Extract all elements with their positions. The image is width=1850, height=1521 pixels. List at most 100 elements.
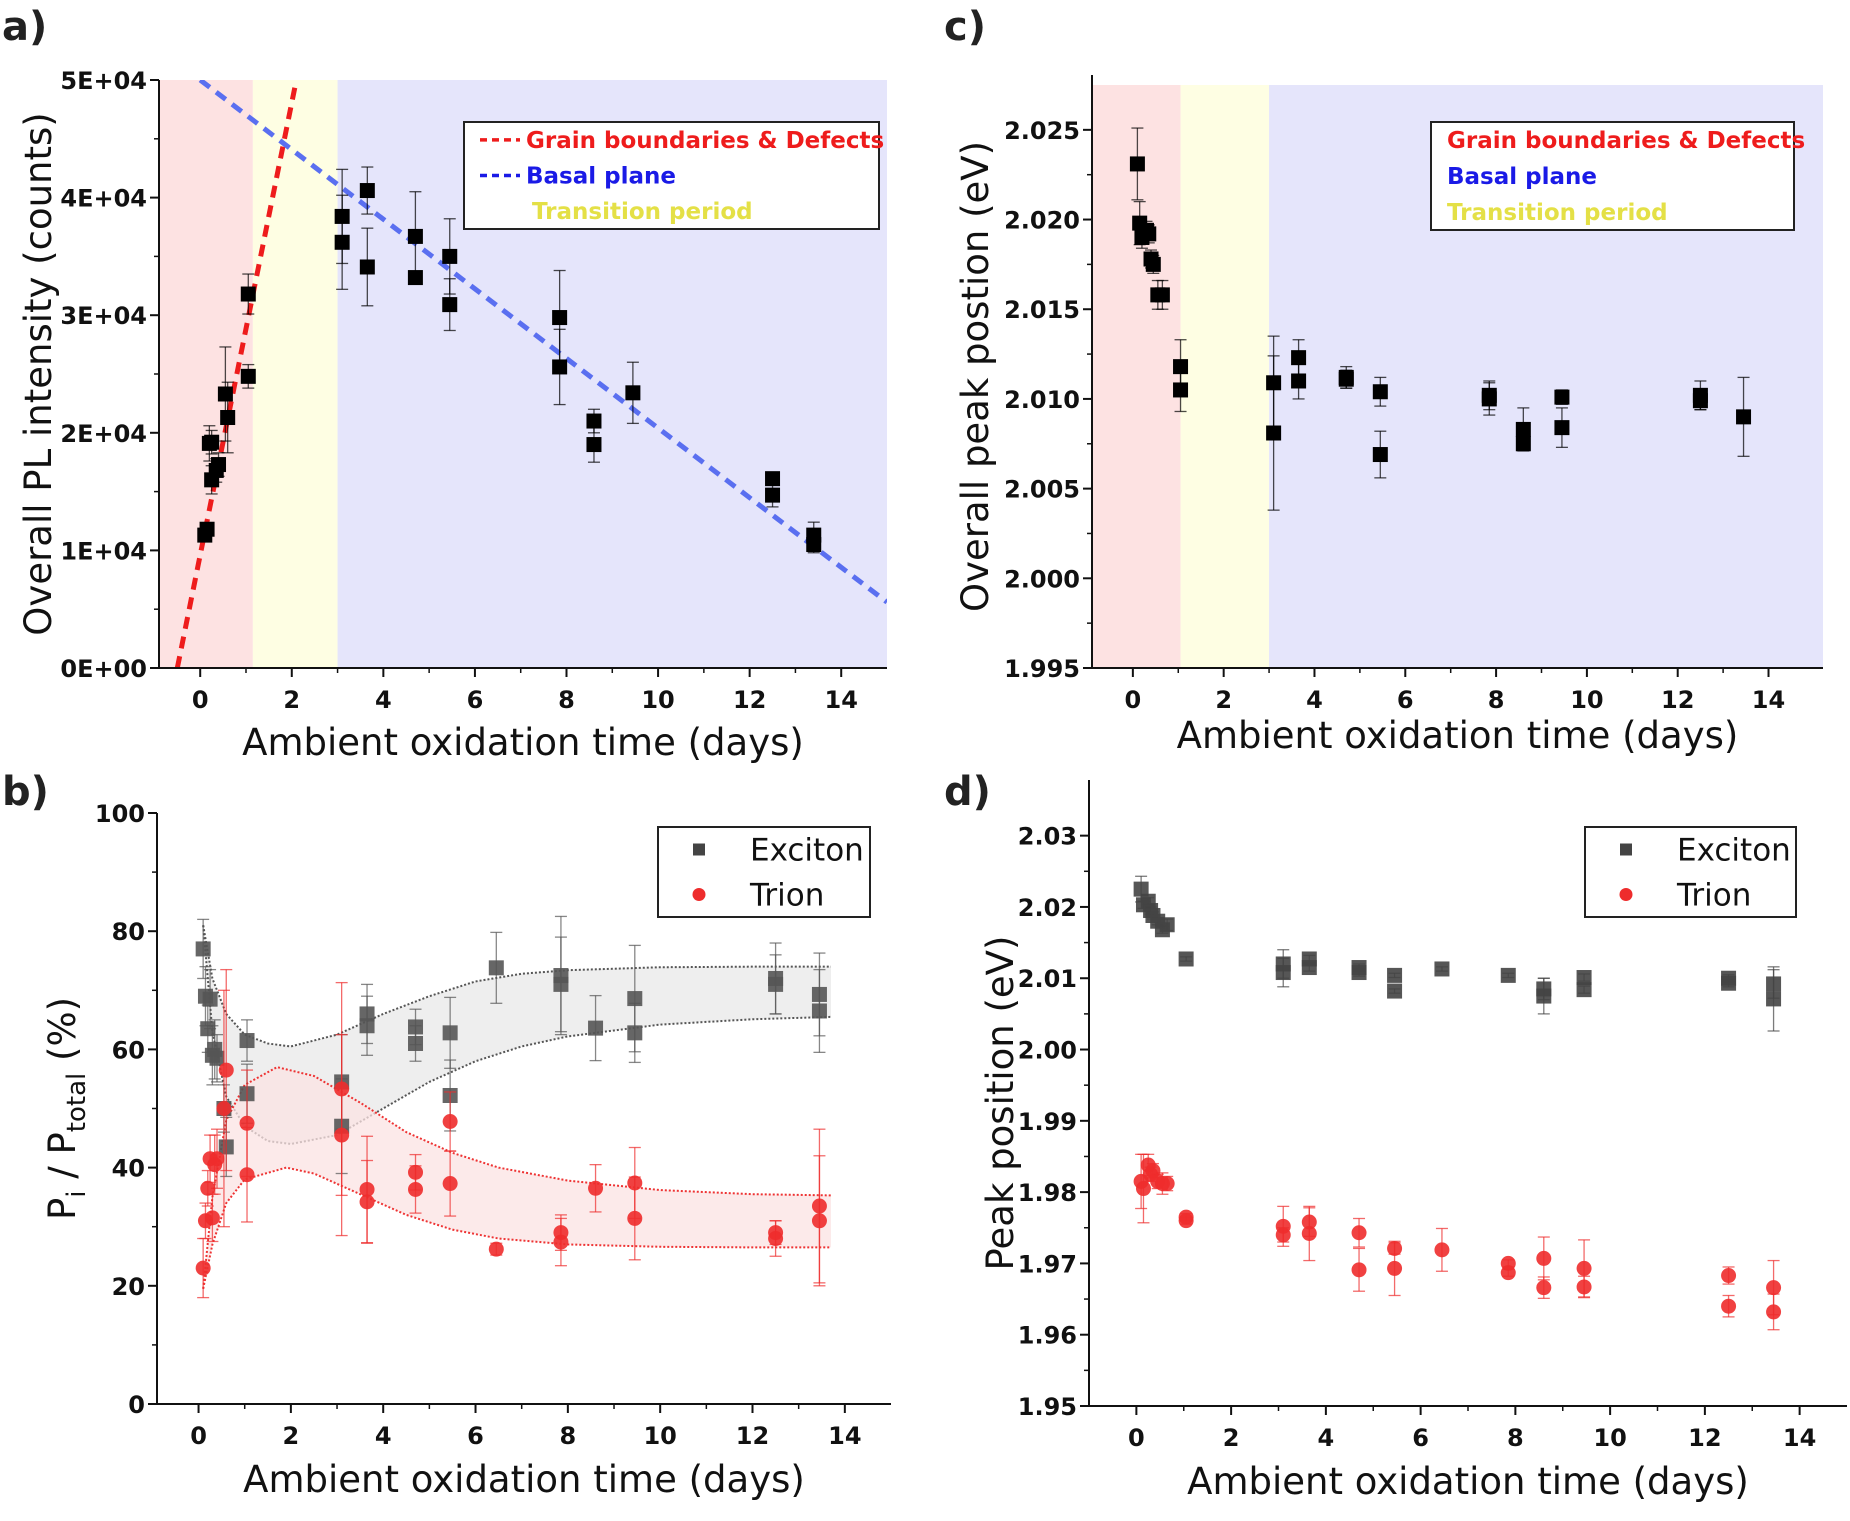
data-point [1338,371,1354,387]
x-tick-label: 0 [1125,686,1142,714]
data-point [1301,960,1317,976]
x-tick-label: 14 [1752,686,1785,714]
legend-label: Grain boundaries & Defects [1447,128,1805,154]
data-point [768,976,784,992]
data-point [552,359,568,375]
band-lower-curve [202,1166,831,1289]
data-point [588,1180,604,1196]
x-tick-label: 10 [1570,686,1603,714]
data-point [442,1025,458,1041]
data-point [240,368,256,384]
confidence-band [203,925,831,1144]
x-tick-label: 12 [733,686,766,714]
legend-box [1584,826,1797,918]
data-point [1275,965,1291,981]
data-point [1500,967,1516,983]
data-point [199,521,215,537]
y-tick-label: 2.02 [1018,894,1077,922]
y-axis-label: Peak position (eV) [979,936,1022,1271]
y-tick-label: 2.000 [1004,565,1080,593]
legend-label: Grain boundaries & Defects [526,128,884,154]
data-point [408,1181,424,1197]
data-point [1536,1280,1552,1296]
data-point [768,1231,784,1247]
data-point [209,1151,225,1167]
data-point [334,234,350,250]
x-tick-label: 10 [1593,1424,1626,1452]
data-point [1721,1268,1737,1284]
data-point [1692,393,1708,409]
y-axis-label-part: (%) [41,997,84,1073]
data-point [1576,982,1592,998]
data-point [1766,1280,1782,1296]
x-axis-label: Ambient oxidation time (days) [243,1458,805,1501]
legend-box [463,121,880,230]
data-point [408,1035,424,1051]
y-tick-label: 0E+00 [60,655,147,683]
legend: Grain boundaries & Defects Basal plane Tra… [463,121,884,230]
data-point [1178,951,1194,967]
y-tick-label: 20 [112,1273,145,1301]
band-upper-curve [202,925,831,1048]
legend-label: Exciton [1677,833,1791,869]
x-tick-label: 10 [641,686,674,714]
x-tick-label: 2 [283,686,300,714]
series-Trion [1133,1153,1782,1331]
data-point [811,1003,827,1019]
region-1 [1180,85,1270,668]
data-point [1434,1242,1450,1258]
data-point [200,1180,216,1196]
data-point [1154,287,1170,303]
y-axis-label: Pi / Ptotal (%) [41,997,92,1220]
x-tick-label: 0 [192,686,209,714]
panel-b: 0 2 4 6 8 10 12 14 0 20 40 60 80 100 b) Ambient oxidati… [2,769,891,1501]
data-point [1351,1225,1367,1241]
legend-label: Transition period [1447,200,1668,226]
legend: Exciton Trion [1584,826,1797,918]
x-tick-label: 6 [467,1422,484,1450]
y-axis-label: Overall PL intensity (counts) [17,112,60,635]
data-point [209,1050,225,1066]
data-point [1173,359,1189,375]
data-point [220,410,236,426]
series-Trion [195,968,827,1299]
y-axis-label-part: P [41,1198,84,1220]
data-point [204,434,220,450]
y-tick-label: 2E+04 [60,420,147,448]
x-axis-label: Ambient oxidation time (days) [1177,714,1739,757]
data-point [627,1210,643,1226]
data-point [407,270,423,286]
data-point [1766,1304,1782,1320]
data-point [586,413,602,429]
y-tick-label: 3E+04 [60,302,147,330]
data-point [1275,1227,1291,1243]
x-tick-label: 8 [558,686,575,714]
y-axis-label-part: total [62,1073,92,1132]
data-point [1387,967,1403,983]
legend-label: Exciton [750,833,864,869]
legend-label: Trion [749,878,824,914]
panel-label: d) [944,769,991,815]
x-tick-label: 8 [1507,1424,1524,1452]
y-tick-label: 2.01 [1018,965,1077,993]
x-tick-label: 6 [1397,686,1414,714]
panel-label: c) [944,4,986,50]
data-point [1159,1176,1175,1192]
x-tick-label: 0 [190,1422,207,1450]
data-point [1291,373,1307,389]
data-point [1351,965,1367,981]
data-point [1387,1260,1403,1276]
data-point [1736,409,1752,425]
data-point [765,471,781,487]
legend: Exciton Trion [657,826,871,918]
data-point [588,1020,604,1036]
x-tick-label: 2 [1215,686,1232,714]
data-point [627,991,643,1007]
series-0 [1129,127,1752,511]
panel-label: a) [2,4,47,50]
y-tick-label: 80 [112,918,145,946]
data-point [1133,881,1149,897]
legend-circle-icon [692,888,706,901]
x-tick-label: 6 [467,686,484,714]
data-point [1576,1279,1592,1295]
